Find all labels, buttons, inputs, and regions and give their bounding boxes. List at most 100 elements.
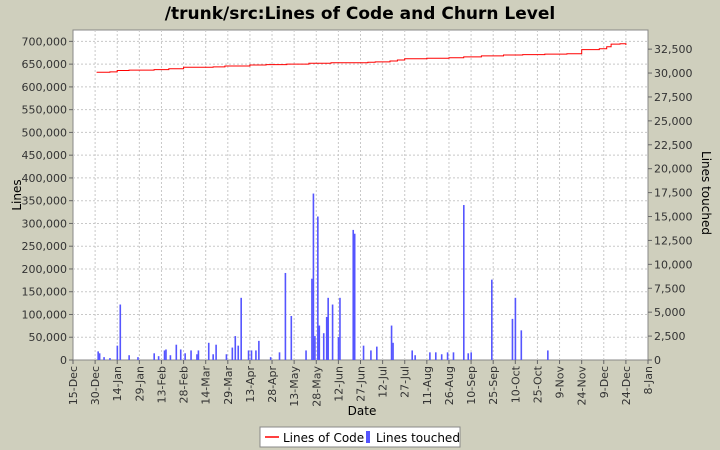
churn-bar	[331, 304, 334, 360]
churn-bar	[392, 342, 394, 360]
churn-bars	[97, 193, 549, 360]
churn-bar	[370, 350, 372, 360]
churn-bar	[390, 325, 393, 360]
churn-bar	[314, 336, 316, 360]
churn-bar	[547, 350, 549, 360]
churn-bar	[312, 193, 315, 360]
churn-bar	[255, 350, 257, 360]
x-tick-label: 9-Dec	[598, 366, 611, 398]
churn-bar	[463, 205, 465, 360]
x-tick-label: 10-Oct	[509, 365, 522, 403]
churn-bar	[376, 346, 378, 360]
x-tick-label: 30-Dec	[89, 366, 102, 405]
churn-bar	[247, 350, 250, 360]
x-tick-label: 13-Apr	[244, 366, 257, 403]
y-right-tick-label: 10,000	[654, 258, 693, 271]
y-right-tick-label: 30,000	[654, 67, 693, 80]
y-axis-left-label: Lines	[10, 179, 24, 210]
y-right-tick-label: 22,500	[654, 139, 693, 152]
churn-bar	[491, 279, 493, 360]
x-tick-label: 12-Jul	[377, 366, 390, 398]
x-axis-label: Date	[348, 404, 377, 418]
churn-bar	[325, 316, 328, 360]
y-left-tick-label: 450,000	[22, 149, 68, 162]
x-tick-label: 24-Dec	[620, 366, 633, 405]
churn-bar	[514, 297, 517, 360]
churn-bar	[231, 347, 234, 360]
y-right-tick-label: 20,000	[654, 163, 693, 176]
churn-bar	[175, 344, 178, 360]
x-tick-label: 12-Jun	[332, 366, 345, 402]
churn-bar	[250, 350, 253, 360]
churn-bar	[414, 355, 416, 360]
x-tick-label: 13-May	[288, 366, 301, 407]
y-right-tick-label: 17,500	[654, 187, 693, 200]
churn-bar	[452, 352, 455, 360]
churn-bar	[353, 233, 356, 360]
churn-bar	[258, 340, 260, 360]
x-tick-label: 24-Nov	[576, 366, 589, 406]
churn-bar	[429, 352, 431, 360]
churn-bar	[352, 229, 355, 360]
churn-bar	[434, 352, 437, 360]
churn-bar	[190, 350, 192, 360]
churn-bar	[98, 353, 101, 360]
churn-bar	[197, 350, 200, 360]
churn-bar	[128, 355, 130, 360]
churn-bar	[327, 297, 329, 360]
x-tick-label: 10-Sep	[465, 366, 478, 405]
x-tick-label: 9-Nov	[554, 366, 567, 399]
churn-bar	[467, 353, 470, 360]
x-tick-label: 29-Jan	[133, 366, 146, 402]
churn-bar	[411, 350, 414, 360]
legend-box	[259, 426, 461, 448]
churn-bar	[337, 337, 340, 360]
churn-bar	[237, 345, 240, 360]
churn-bar	[317, 216, 319, 360]
y-right-tick-label: 15,000	[654, 211, 693, 224]
y-left-tick-label: 650,000	[22, 58, 68, 71]
churn-bar	[318, 325, 321, 360]
y-right-tick-label: 5,000	[654, 306, 686, 319]
y-left-tick-label: 400,000	[22, 172, 68, 185]
y-right-tick-label: 27,500	[654, 91, 693, 104]
churn-bar	[446, 352, 449, 360]
churn-bar	[184, 353, 186, 360]
x-tick-label: 28-Apr	[266, 366, 279, 403]
churn-bar	[212, 354, 214, 360]
churn-bar	[520, 330, 523, 360]
y-left-tick-label: 200,000	[22, 263, 68, 276]
y-left-tick-label: 100,000	[22, 308, 68, 321]
y-left-tick-label: 0	[60, 354, 67, 367]
y-right-tick-label: 0	[654, 354, 661, 367]
legend-label-loc: Lines of Code	[283, 431, 364, 445]
churn-bar	[163, 350, 166, 360]
churn-bar	[103, 357, 105, 360]
y-left-tick-label: 350,000	[22, 195, 68, 208]
churn-bar	[290, 316, 293, 360]
axes: 15-Dec 30-Dec 14-Jan 29-Jan 13-Feb 28-Feb 14-M…	[22, 35, 693, 406]
churn-bar	[157, 356, 160, 360]
y-right-tick-label: 32,500	[654, 43, 693, 56]
churn-bar	[225, 354, 228, 360]
churn-bar	[165, 349, 167, 360]
loc-line	[96, 43, 627, 73]
churn-bar	[511, 318, 514, 360]
churn-bar	[305, 350, 307, 360]
churn-bar	[311, 278, 313, 360]
legend-label-churn: Lines touched	[376, 431, 460, 445]
y-left-tick-label: 550,000	[22, 104, 68, 117]
churn-bar	[169, 355, 172, 360]
y-right-tick-label: 2,500	[654, 330, 686, 343]
churn-bar	[234, 336, 237, 360]
y-left-tick-label: 500,000	[22, 126, 68, 139]
churn-bar	[179, 349, 182, 360]
y-right-tick-label: 12,500	[654, 234, 693, 247]
x-tick-label: 11-Aug	[421, 366, 434, 405]
churn-bar	[119, 304, 122, 360]
y-axis-right-label: Lines touched	[699, 151, 713, 235]
y-left-tick-label: 150,000	[22, 286, 68, 299]
churn-bar	[284, 272, 287, 360]
y-right-tick-label: 25,000	[654, 115, 693, 128]
